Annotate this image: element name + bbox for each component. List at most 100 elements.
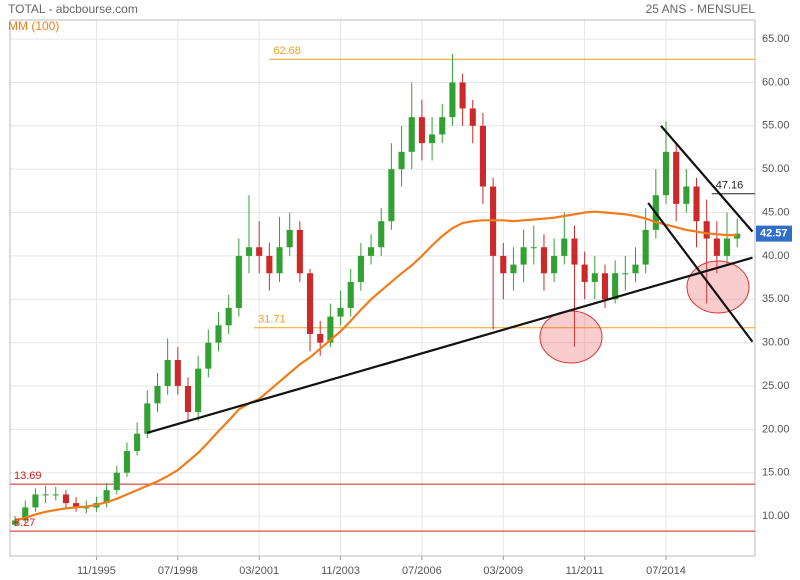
candle-body <box>215 325 222 343</box>
candle-body <box>734 233 741 239</box>
candle-body <box>713 238 720 256</box>
candle-body <box>103 490 110 504</box>
candle-body <box>642 229 649 265</box>
candle-body <box>286 229 293 248</box>
candle-body <box>571 238 578 265</box>
y-tick-label: 30.00 <box>762 337 790 349</box>
candle-body <box>622 273 629 275</box>
candle-body <box>245 247 253 256</box>
candle-body <box>225 307 232 326</box>
candle-body <box>276 247 283 274</box>
y-tick-label: 20.00 <box>762 423 790 435</box>
candle-body <box>662 151 670 196</box>
candle-body <box>164 359 171 387</box>
candle-body <box>327 316 334 343</box>
candle-body <box>388 169 395 222</box>
y-tick-label: 55.00 <box>762 120 790 132</box>
candle-body <box>673 151 680 204</box>
x-tick-label: 07/2014 <box>646 565 686 577</box>
highlight-circle <box>539 310 603 364</box>
candle-body <box>134 433 141 452</box>
candle-body <box>429 134 436 144</box>
moving-average-line <box>14 210 738 522</box>
plot-layer <box>10 53 755 532</box>
y-tick-label: 15.00 <box>762 467 790 479</box>
candle-body <box>703 221 710 239</box>
level-label: 8.27 <box>14 517 35 529</box>
level-label: 13.69 <box>14 470 42 482</box>
candle-body <box>561 238 568 256</box>
x-tick-label: 11/2003 <box>321 565 360 577</box>
grid: 10.00 15.00 20.00 25.00 30.00 35.00 40.00 45.00… <box>10 20 790 577</box>
x-tick-label: 07/2006 <box>402 565 442 577</box>
candle-body <box>591 273 598 282</box>
candle-body <box>113 472 120 491</box>
candle-body <box>195 368 202 413</box>
x-tick-label: 11/1995 <box>77 565 116 577</box>
candle-body <box>469 108 476 126</box>
candle-body <box>12 520 19 525</box>
x-tick-label: 07/1998 <box>158 565 198 577</box>
trendline <box>647 202 754 343</box>
level-label: 62.68 <box>273 45 301 57</box>
candle-body <box>439 117 446 135</box>
x-tick-label: 11/2011 <box>566 565 604 577</box>
candle-body <box>683 186 690 204</box>
candle-body <box>551 255 558 274</box>
y-tick-label: 10.00 <box>762 510 790 522</box>
candle-body <box>459 82 466 109</box>
level-label: 31.71 <box>258 314 286 326</box>
legend-entry: MM (100) <box>8 19 59 33</box>
chart-subtitle: 25 ANS - MENSUEL <box>646 2 756 16</box>
overlay-layer: 62.68 31.71 13.69 8.27 47.16 42.57 <box>14 45 792 529</box>
y-tick-label: 50.00 <box>762 163 790 175</box>
candle-body <box>408 117 415 152</box>
candle-body <box>83 507 90 509</box>
x-tick-label: 03/2009 <box>483 565 523 577</box>
candle-body <box>154 386 161 404</box>
candle-body <box>317 333 324 343</box>
candle-body <box>520 247 527 265</box>
candle-body <box>337 307 344 317</box>
candle-body <box>22 507 29 521</box>
candle-body <box>296 229 303 274</box>
candle-body <box>612 273 619 300</box>
candle-body <box>306 273 314 334</box>
candle-body <box>123 451 131 473</box>
trendline <box>660 125 754 233</box>
candle-body <box>510 264 517 274</box>
candle-body <box>723 238 731 256</box>
candle-body <box>205 342 212 369</box>
candle-body <box>42 494 49 496</box>
candle-body <box>479 125 486 187</box>
candle-body <box>581 264 588 282</box>
trendline <box>146 256 753 434</box>
candle-body <box>62 494 69 504</box>
candle-body <box>530 247 537 249</box>
y-tick-label: 45.00 <box>762 206 790 218</box>
candle-body <box>500 255 507 274</box>
candle-body <box>266 255 273 274</box>
plot-frame <box>9 19 756 557</box>
chart-title: TOTAL - abcbourse.com <box>8 2 138 16</box>
candle-body <box>357 255 364 282</box>
candle-body <box>632 264 639 274</box>
level-label: 47.16 <box>716 180 744 192</box>
y-tick-label: 40.00 <box>762 250 790 262</box>
last-price-badge <box>756 225 792 242</box>
candle-body <box>378 221 385 248</box>
candle-body <box>174 359 181 387</box>
candle-body <box>398 151 405 170</box>
candle-body <box>347 281 354 308</box>
candle-body <box>418 117 425 144</box>
candle-body <box>368 247 375 256</box>
y-tick-label: 25.00 <box>762 380 790 392</box>
candle-body <box>449 82 456 118</box>
candle-body <box>256 247 263 256</box>
candle-body <box>52 494 59 496</box>
candle-body <box>235 255 242 308</box>
y-tick-label: 60.00 <box>762 76 790 88</box>
